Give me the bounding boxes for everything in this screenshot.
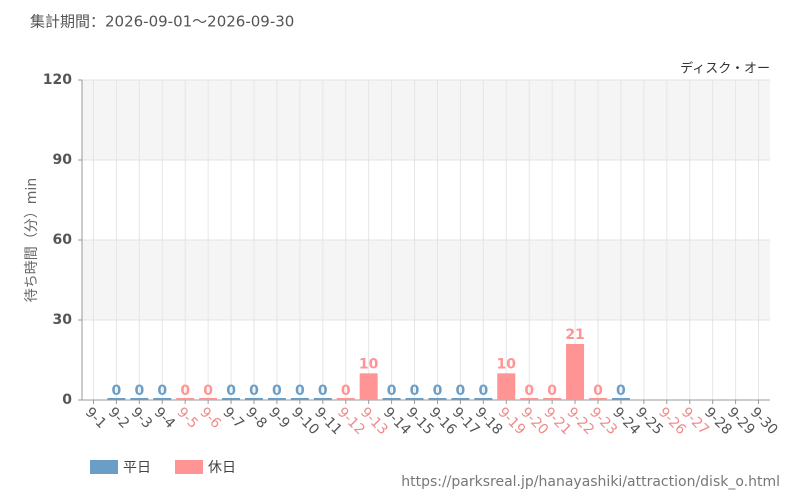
bar [474,398,493,400]
y-axis-label: 待ち時間（分）min [24,178,40,302]
bar [336,398,355,400]
bar [428,398,447,400]
x-tick-label: 9-7 [219,404,246,431]
data-label: 10 [359,356,379,372]
bar [451,398,470,400]
bar [267,398,286,400]
data-label: 0 [524,383,534,399]
data-label: 0 [433,383,443,399]
bar [199,398,218,400]
bar [245,398,263,400]
data-label: 0 [203,383,213,399]
x-tick-label: 9-8 [242,404,269,431]
legend-swatch [90,460,118,474]
bar [359,373,378,400]
bar [611,398,630,400]
data-label: 0 [272,383,282,399]
data-label: 0 [616,383,626,399]
bar [130,398,149,400]
x-tick-label: 9-3 [128,404,155,431]
y-tick-label: 0 [62,392,72,408]
data-label: 0 [157,383,167,399]
data-label: 0 [180,383,190,399]
bar [520,398,539,400]
data-label: 0 [387,383,397,399]
x-tick-label: 9-9 [265,404,292,431]
data-label: 0 [456,383,466,399]
bar [497,373,516,400]
source-url: https://parksreal.jp/hanayashiki/attract… [401,474,780,490]
bar [176,398,195,400]
data-label: 0 [410,383,420,399]
bar [589,398,607,400]
x-tick-label: 9-6 [196,404,224,432]
bar [382,398,401,400]
data-label: 0 [341,383,351,399]
x-tick-label: 9-1 [82,404,109,431]
data-label: 0 [547,383,557,399]
data-label: 0 [226,383,236,399]
legend-label: 休日 [208,460,236,476]
bar [222,398,241,400]
legend-swatch [175,460,203,474]
grid-band [82,240,770,320]
data-label: 0 [478,383,488,399]
data-label: 0 [112,383,122,399]
x-tick-label: 9-5 [174,404,201,431]
y-tick-label: 90 [53,152,73,168]
chart-title: 集計期間：2026-09-01～2026-09-30 [30,13,294,31]
bar [107,398,126,400]
data-label: 0 [593,383,603,399]
bar [290,398,309,400]
bar [543,398,562,400]
bar [405,398,424,400]
data-label: 0 [249,383,259,399]
bar [313,398,332,400]
bar [566,344,585,400]
y-tick-label: 60 [53,232,73,248]
x-tick-label: 9-4 [151,404,179,432]
y-tick-label: 30 [53,312,73,328]
data-label: 10 [497,356,517,372]
data-label: 21 [565,327,584,343]
data-label: 0 [318,383,328,399]
legend-label: 平日 [123,460,151,476]
grid-band [82,80,770,160]
data-label: 0 [134,383,144,399]
bar [153,398,172,400]
x-tick-label: 9-2 [105,404,132,431]
chart-subtitle: ディスク・オー [680,61,770,77]
y-tick-label: 120 [43,72,72,88]
data-label: 0 [295,383,305,399]
